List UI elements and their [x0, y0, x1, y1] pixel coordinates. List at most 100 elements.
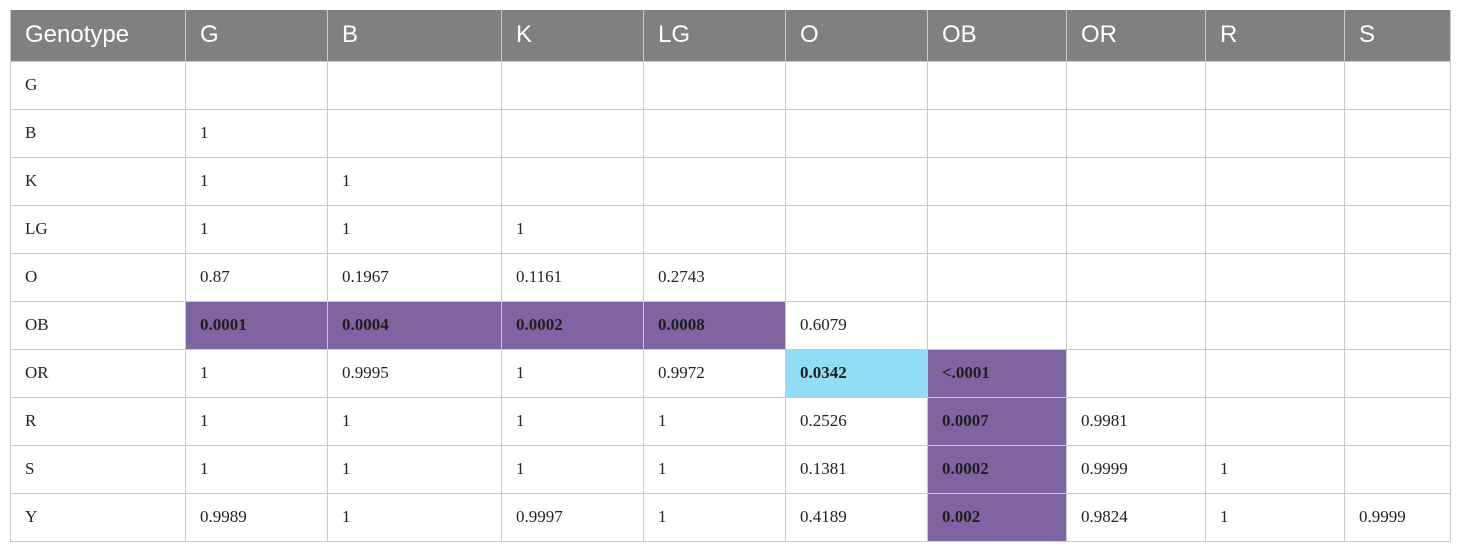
row-label: OR	[10, 348, 186, 398]
table-row: Y 0.9989 1 0.9997 1 0.4189 0.002 0.9824 …	[10, 492, 1451, 542]
header-g: G	[185, 10, 328, 61]
table-cell	[927, 252, 1067, 302]
table-cell	[785, 60, 928, 110]
table-cell: 0.1161	[501, 252, 644, 302]
table-cell	[1344, 204, 1451, 254]
table-row: B 1	[10, 108, 1451, 158]
table-row: OB 0.0001 0.0004 0.0002 0.0008 0.6079	[10, 300, 1451, 350]
table-cell	[1344, 300, 1451, 350]
header-genotype: Genotype	[10, 10, 186, 61]
table-cell	[785, 108, 928, 158]
row-label: OB	[10, 300, 186, 350]
table-cell: 0.9995	[327, 348, 502, 398]
table-cell	[1344, 444, 1451, 494]
table-cell	[785, 156, 928, 206]
table-cell	[1205, 204, 1345, 254]
table-cell: 1	[185, 348, 328, 398]
significant-cell: 0.0342	[785, 348, 928, 398]
table-cell	[1344, 108, 1451, 158]
table-cell	[785, 204, 928, 254]
table-row: O 0.87 0.1967 0.1161 0.2743	[10, 252, 1451, 302]
table-cell: 1	[643, 492, 786, 542]
header-s: S	[1344, 10, 1451, 61]
table-cell: 1	[185, 156, 328, 206]
significant-cell: 0.0008	[643, 300, 786, 350]
table-cell: 1	[185, 204, 328, 254]
significant-cell: 0.0002	[927, 444, 1067, 494]
table-cell: 0.2743	[643, 252, 786, 302]
table-cell: 0.9981	[1066, 396, 1206, 446]
table-cell: 0.9999	[1344, 492, 1451, 542]
table-cell: 1	[643, 396, 786, 446]
table-cell: 1	[185, 108, 328, 158]
table-cell	[927, 204, 1067, 254]
table-cell	[1205, 156, 1345, 206]
table-cell	[1066, 108, 1206, 158]
row-label: LG	[10, 204, 186, 254]
pvalue-matrix-table: Genotype G B K LG O OB OR R S G	[10, 10, 1451, 542]
table-cell: 0.9824	[1066, 492, 1206, 542]
table-cell: 1	[1205, 444, 1345, 494]
header-ob: OB	[927, 10, 1067, 61]
row-label: B	[10, 108, 186, 158]
table-cell: 0.6079	[785, 300, 928, 350]
row-label: K	[10, 156, 186, 206]
table-cell	[643, 108, 786, 158]
header-r: R	[1205, 10, 1345, 61]
row-label: Y	[10, 492, 186, 542]
table-cell	[1344, 252, 1451, 302]
table-cell: 0.9972	[643, 348, 786, 398]
table-cell: 0.4189	[785, 492, 928, 542]
table-cell	[1344, 396, 1451, 446]
table-cell: 1	[327, 204, 502, 254]
table-cell	[1066, 300, 1206, 350]
table-cell: 1	[501, 204, 644, 254]
significant-cell: <.0001	[927, 348, 1067, 398]
table-cell: 0.9999	[1066, 444, 1206, 494]
table-cell: 1	[643, 444, 786, 494]
table-cell	[1344, 348, 1451, 398]
header-lg: LG	[643, 10, 786, 61]
table-cell	[1066, 156, 1206, 206]
table-cell: 0.9989	[185, 492, 328, 542]
table-cell	[927, 60, 1067, 110]
table-cell	[785, 252, 928, 302]
table-cell: 1	[501, 348, 644, 398]
table-cell	[1066, 60, 1206, 110]
table-row: G	[10, 60, 1451, 110]
table-cell: 1	[327, 156, 502, 206]
table-row: LG 1 1 1	[10, 204, 1451, 254]
table-cell	[1205, 396, 1345, 446]
table-cell: 0.1381	[785, 444, 928, 494]
header-k: K	[501, 10, 644, 61]
table-cell	[643, 60, 786, 110]
table-cell	[1066, 252, 1206, 302]
table-cell: 1	[185, 444, 328, 494]
significant-cell: 0.0004	[327, 300, 502, 350]
table-cell: 1	[327, 444, 502, 494]
table-row: OR 1 0.9995 1 0.9972 0.0342 <.0001	[10, 348, 1451, 398]
row-label: G	[10, 60, 186, 110]
significant-cell: 0.0002	[501, 300, 644, 350]
significant-cell: 0.0001	[185, 300, 328, 350]
header-row: Genotype G B K LG O OB OR R S	[10, 10, 1451, 61]
table-container: Genotype G B K LG O OB OR R S G	[10, 10, 1451, 542]
table-cell	[1205, 60, 1345, 110]
table-cell: 1	[501, 444, 644, 494]
table-cell	[501, 156, 644, 206]
table-cell: 0.1967	[327, 252, 502, 302]
table-cell: 1	[327, 492, 502, 542]
table-row: K 1 1	[10, 156, 1451, 206]
table-cell	[1205, 300, 1345, 350]
table-cell: 0.87	[185, 252, 328, 302]
table-cell	[327, 60, 502, 110]
table-cell	[1205, 252, 1345, 302]
table-cell	[1205, 108, 1345, 158]
table-cell	[1066, 348, 1206, 398]
header-o: O	[785, 10, 928, 61]
table-cell	[501, 60, 644, 110]
header-b: B	[327, 10, 502, 61]
table-cell: 0.2526	[785, 396, 928, 446]
table-cell	[1344, 156, 1451, 206]
table-cell: 1	[327, 396, 502, 446]
